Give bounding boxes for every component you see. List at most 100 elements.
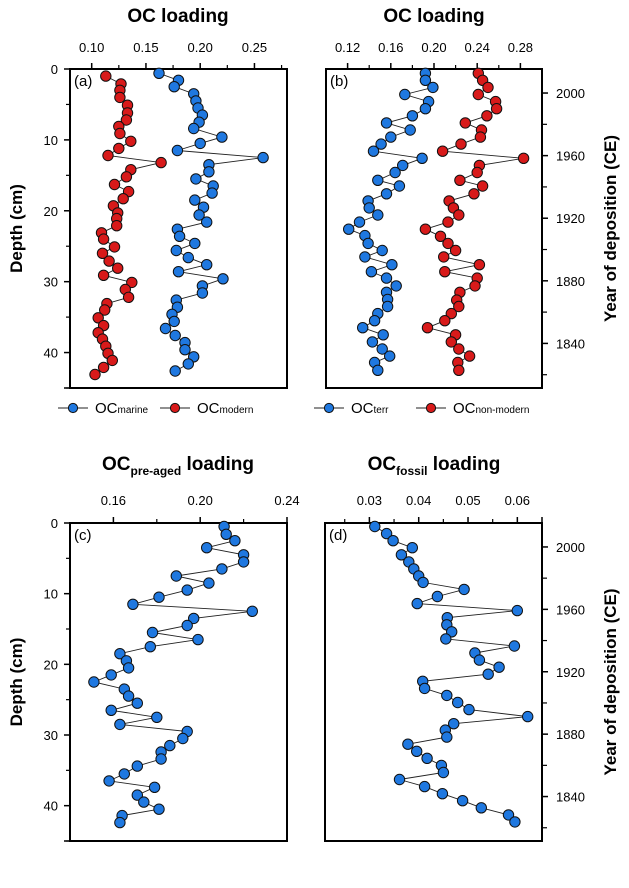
data-point xyxy=(418,682,431,695)
data-point xyxy=(117,193,129,205)
y2-axis-label: Year of deposition (CE) xyxy=(601,588,620,775)
y2-axis-label: Year of deposition (CE) xyxy=(601,135,620,322)
legend-name: OC xyxy=(95,400,118,417)
y-tick-label: 20 xyxy=(44,204,58,219)
data-point xyxy=(97,269,110,281)
panel-title: OCpre-aged loading xyxy=(102,454,254,478)
y2-tick-label: 1840 xyxy=(556,336,585,351)
data-point xyxy=(380,272,393,284)
data-point xyxy=(103,775,115,787)
data-point xyxy=(439,266,451,278)
data-point xyxy=(363,202,375,214)
series-non-modern xyxy=(419,67,530,376)
data-point xyxy=(372,174,384,187)
data-point xyxy=(164,739,176,752)
data-point xyxy=(375,138,387,150)
panel-d: OCfossil loading 0.03 0.04 0.05 0.06 2000 1960… xyxy=(324,454,620,842)
data-point xyxy=(153,803,165,815)
data-point xyxy=(365,266,378,278)
data-point xyxy=(362,237,374,250)
legend-marker xyxy=(425,402,437,414)
data-point xyxy=(366,336,379,348)
data-point xyxy=(179,344,191,356)
data-point xyxy=(368,315,381,327)
data-point xyxy=(469,280,481,292)
data-point xyxy=(389,166,401,179)
data-point xyxy=(108,178,121,191)
data-point xyxy=(169,329,181,342)
data-point xyxy=(473,259,486,271)
data-point xyxy=(448,718,460,730)
data-point xyxy=(369,520,381,533)
data-point xyxy=(114,127,126,140)
data-point xyxy=(419,223,432,235)
data-point xyxy=(418,780,431,793)
x-tick-label: 0.16 xyxy=(378,40,403,55)
data-point xyxy=(125,135,137,148)
x-tick-label: 0.10 xyxy=(79,40,104,55)
x-tick-label: 0.03 xyxy=(357,493,382,508)
legend-marker xyxy=(323,402,335,414)
data-point xyxy=(155,753,167,765)
legend-subscript: non-modern xyxy=(476,405,530,416)
x-tick-label: 0.20 xyxy=(188,493,213,508)
data-point xyxy=(453,343,465,355)
data-point xyxy=(97,233,110,245)
data-point xyxy=(402,738,414,750)
data-point xyxy=(173,230,186,243)
data-point xyxy=(201,542,213,554)
data-point xyxy=(146,626,159,639)
x-tick-label: 0.20 xyxy=(188,40,213,55)
plot-frame xyxy=(69,522,288,842)
data-point xyxy=(89,368,101,381)
x-tick-label: 0.24 xyxy=(274,493,299,508)
data-point xyxy=(417,576,429,589)
data-point xyxy=(138,796,150,808)
data-point xyxy=(159,322,172,335)
legend-name: OC xyxy=(197,400,220,417)
data-point xyxy=(155,156,167,169)
data-point xyxy=(482,668,494,680)
data-point xyxy=(88,676,100,688)
data-point xyxy=(122,291,135,303)
data-point xyxy=(105,704,117,716)
data-point xyxy=(399,88,411,101)
x-tick-label: 0.20 xyxy=(421,40,446,55)
data-point xyxy=(437,766,450,779)
x-tick-label: 0.15 xyxy=(133,40,158,55)
data-point xyxy=(436,145,449,157)
y2-tick-label: 2000 xyxy=(556,86,585,101)
data-point xyxy=(127,598,139,610)
data-point xyxy=(482,81,494,94)
data-point xyxy=(120,171,133,183)
x-tick-label: 0.25 xyxy=(242,40,267,55)
panel-b: OC loading 0.12 0.16 0.20 0.24 0.28 2000 1960 19… xyxy=(314,6,620,417)
y2-tick-label: 1880 xyxy=(556,274,585,289)
data-point xyxy=(92,312,104,324)
data-point xyxy=(471,166,483,179)
data-point xyxy=(182,358,195,370)
data-point xyxy=(190,173,202,185)
data-point xyxy=(395,549,408,561)
title-subscript: fossil xyxy=(396,464,427,478)
legend-subscript: marine xyxy=(118,405,149,416)
data-point xyxy=(220,528,232,540)
data-point xyxy=(386,259,398,271)
data-point xyxy=(421,752,433,764)
data-point xyxy=(153,67,165,80)
data-point xyxy=(168,81,180,93)
data-point xyxy=(411,745,423,757)
legend-marker xyxy=(67,402,79,414)
series-line xyxy=(424,73,524,371)
data-point xyxy=(122,690,135,702)
data-point xyxy=(440,633,452,645)
legend-entry: OCnon-modern xyxy=(453,400,529,417)
data-point xyxy=(441,731,453,743)
panel-label: (b) xyxy=(330,73,348,90)
y2-tick-label: 1960 xyxy=(556,149,585,164)
data-point xyxy=(196,287,209,299)
x-tick-label: 0.06 xyxy=(505,493,530,508)
data-point xyxy=(182,251,195,264)
data-point xyxy=(406,542,418,554)
data-point xyxy=(449,244,462,257)
